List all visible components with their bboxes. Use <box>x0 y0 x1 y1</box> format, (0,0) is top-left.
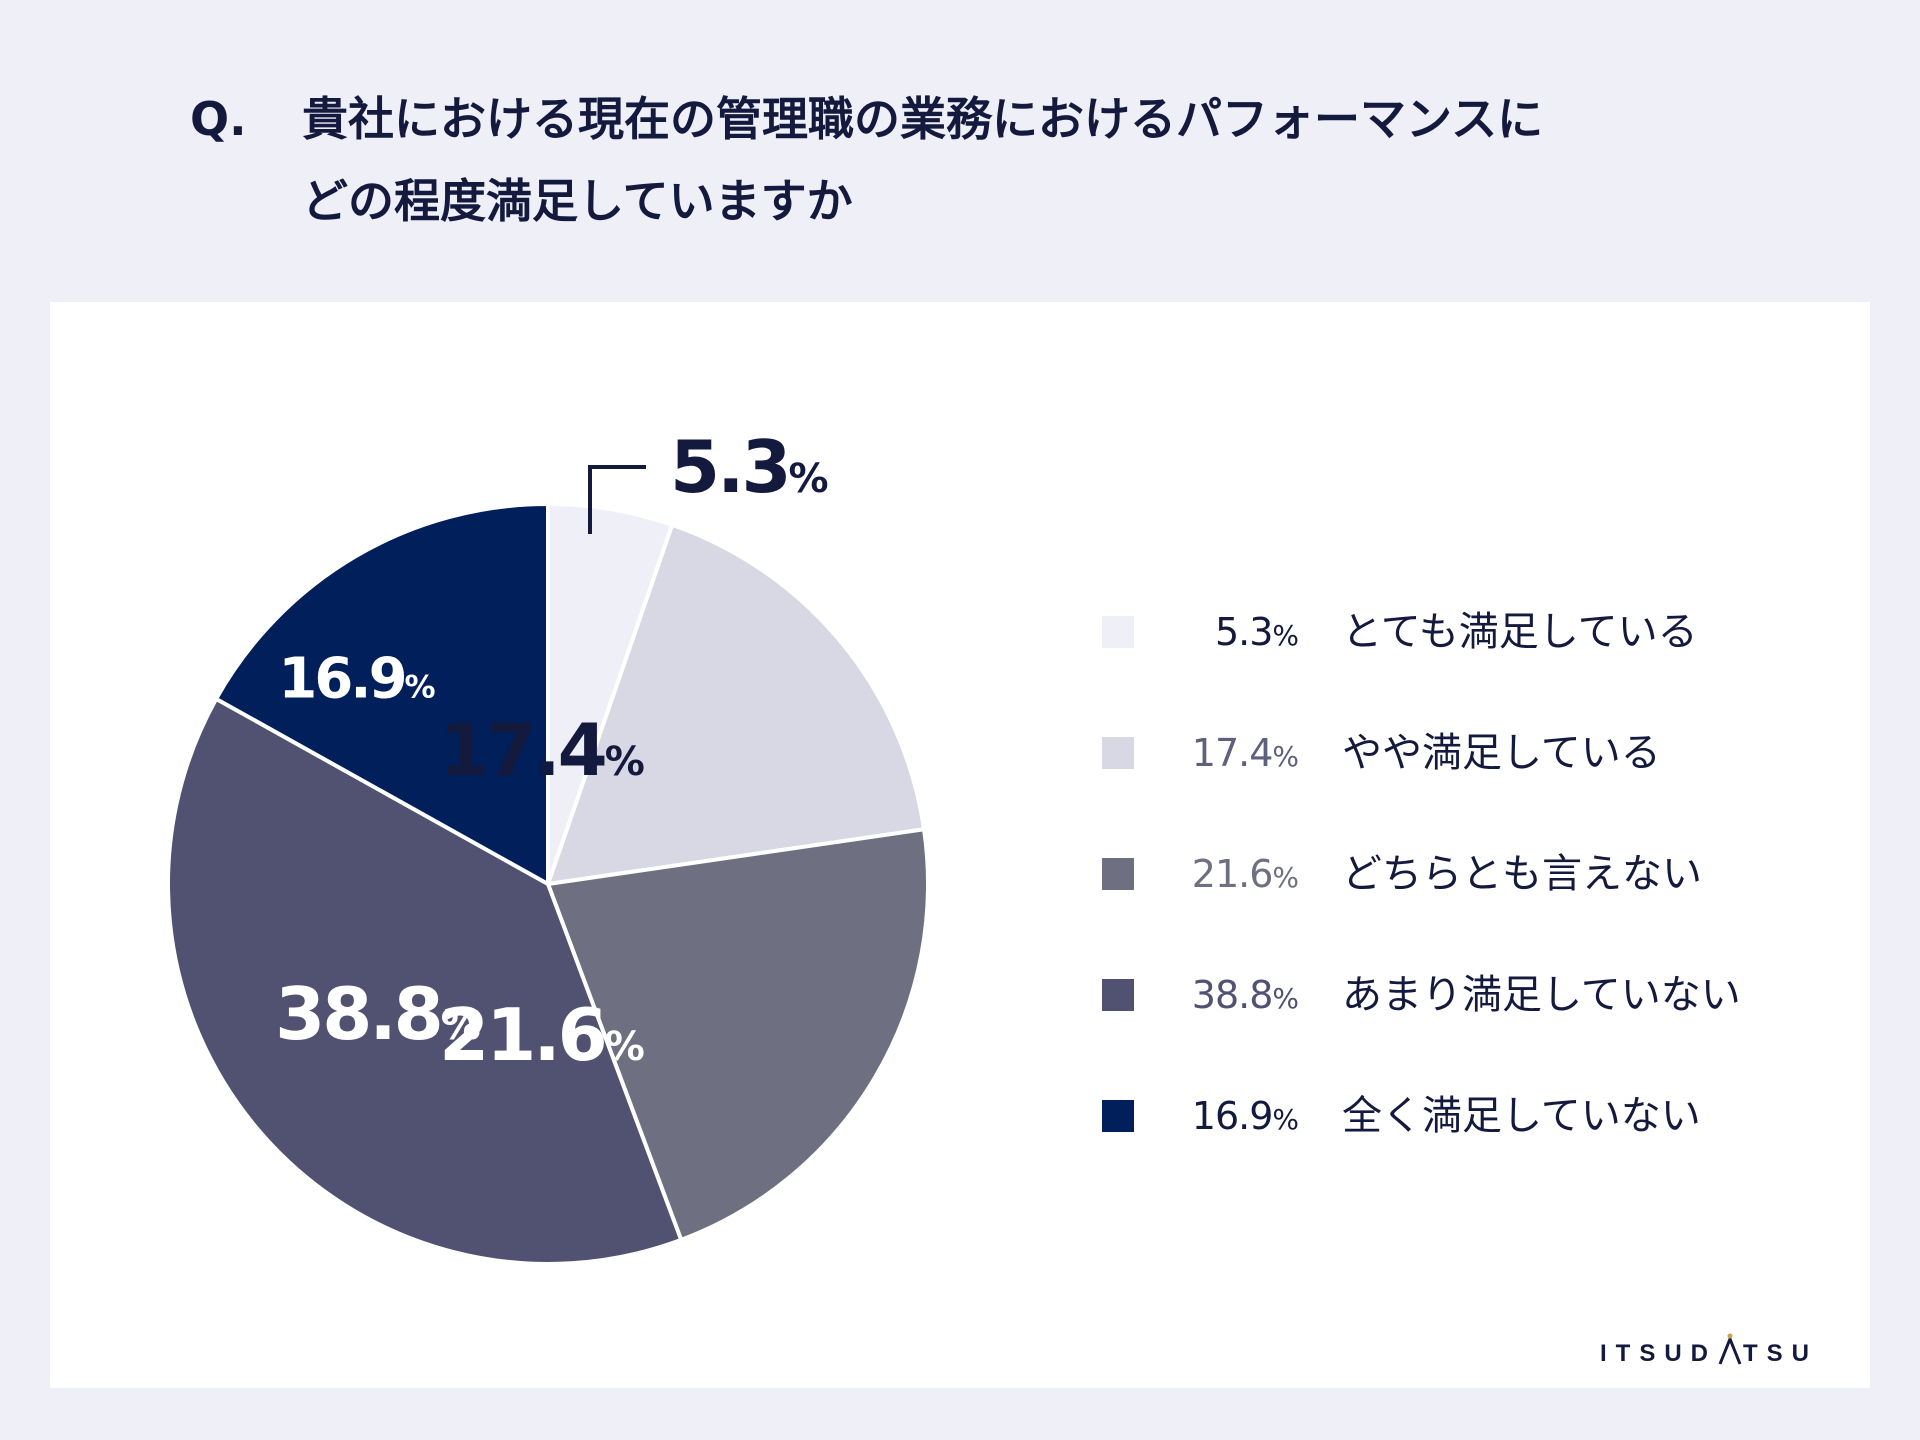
chart-panel: 17.4% 21.6% 38.8% 16.9% 5.3% 5.3% とても満足している … <box>50 302 1870 1388</box>
pie-slice-not-satisfied <box>213 501 550 888</box>
pie-slice-not-very-satisfied <box>166 696 684 1266</box>
legend-swatch-very-satisfied <box>1102 616 1134 648</box>
legend-swatch-somewhat-satisfied <box>1102 737 1134 769</box>
question-line-2: どの程度満足していますか <box>302 174 853 228</box>
data-label-very-satisfied: 5.3% <box>670 425 829 509</box>
legend-item: 17.4% やや満足している <box>1102 723 1802 844</box>
legend-swatch-not-satisfied <box>1102 1100 1134 1132</box>
question-line-1: 貴社における現在の管理職の業務におけるパフォーマンスに <box>302 92 1544 146</box>
logo-a-icon <box>1718 1333 1742 1365</box>
legend-swatch-neutral <box>1102 858 1134 890</box>
legend-label: どちらとも言えない <box>1342 851 1702 897</box>
legend-item: 38.8% あまり満足していない <box>1102 965 1802 1086</box>
pie-slice-somewhat-satisfied <box>545 522 927 887</box>
legend-percent: 16.9% <box>1191 1094 1299 1138</box>
legend-item: 21.6% どちらとも言えない <box>1102 844 1802 965</box>
legend-label: あまり満足していない <box>1342 972 1741 1018</box>
legend-percent: 21.6% <box>1191 852 1299 896</box>
legend: 5.3% とても満足している 17.4% やや満足している 21.6% どちらと… <box>1102 602 1802 1207</box>
legend-label: やや満足している <box>1342 730 1661 776</box>
legend-percent: 38.8% <box>1191 973 1299 1017</box>
legend-swatch-not-very-satisfied <box>1102 979 1134 1011</box>
question-text: 貴社における現在の管理職の業務におけるパフォーマンスに どの程度満足していますか <box>302 78 1802 242</box>
legend-label: とても満足している <box>1342 609 1698 655</box>
callout-leader-line <box>588 465 646 534</box>
pie-chart: 17.4%21.6%38.8%16.9%5.3% <box>166 425 930 1266</box>
itsudatsu-logo: ITSUD TSU <box>1600 1333 1818 1368</box>
question-mark: Q. <box>190 92 247 146</box>
legend-item: 16.9% 全く満足していない <box>1102 1086 1802 1207</box>
legend-item: 5.3% とても満足している <box>1102 602 1802 723</box>
legend-percent: 5.3% <box>1214 610 1299 654</box>
legend-percent: 17.4% <box>1191 731 1299 775</box>
legend-label: 全く満足していない <box>1342 1093 1701 1139</box>
